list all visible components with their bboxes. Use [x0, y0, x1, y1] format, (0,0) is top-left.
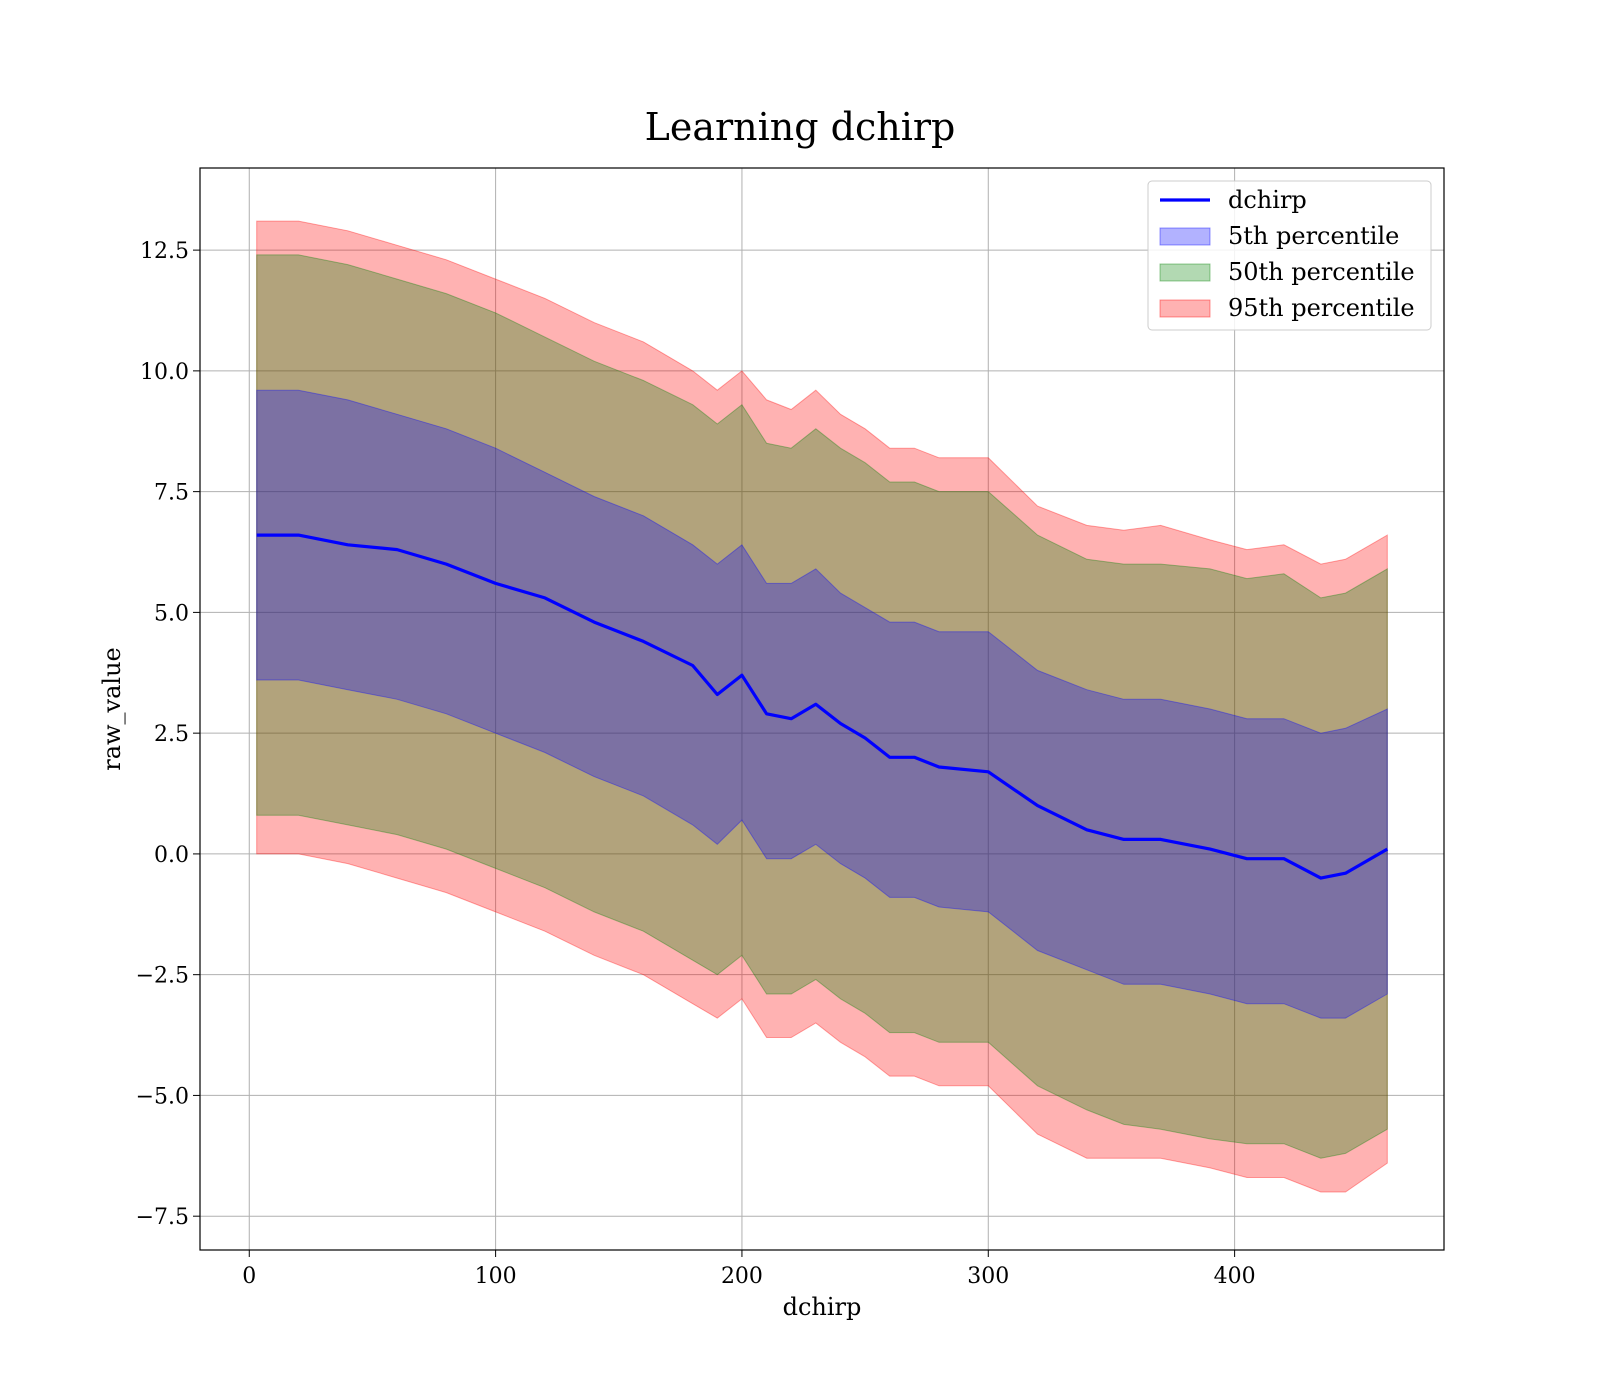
chart-title: Learning dchirp [645, 105, 956, 149]
dchirp-line-layer [256, 533, 1389, 880]
legend-patch-swatch [1159, 263, 1211, 282]
x-tick-label: 100 [475, 1264, 517, 1289]
y-tick-label: 10.0 [140, 360, 189, 385]
legend-label: 50th percentile [1228, 258, 1415, 286]
legend-patch-swatch [1159, 299, 1211, 318]
y-tick-label: 0.0 [154, 843, 189, 868]
legend-label: 5th percentile [1228, 222, 1399, 250]
y-tick-label: −2.5 [136, 964, 189, 989]
band-5th-percentile [256, 389, 1388, 1019]
y-tick-label: 5.0 [154, 601, 189, 626]
band-95th-percentile [256, 220, 1388, 1193]
band-50th-percentile [256, 254, 1388, 1159]
x-tick-label: 400 [1214, 1264, 1256, 1289]
percentile-bands [256, 220, 1388, 1193]
x-tick-label: 200 [721, 1264, 763, 1289]
x-tick-label: 0 [242, 1264, 256, 1289]
legend: dchirp 5th percentile 50th percentile 95th … [1147, 180, 1432, 331]
legend-label: dchirp [1228, 186, 1307, 214]
y-tick-label: 7.5 [154, 481, 189, 506]
x-tick-label: 300 [967, 1264, 1009, 1289]
y-tick-label: −5.0 [136, 1084, 189, 1109]
y-axis-label: raw_value [98, 647, 126, 771]
y-tick-label: −7.5 [136, 1205, 189, 1230]
plot-frame [199, 167, 1445, 1251]
x-axis-label: dchirp [783, 1293, 862, 1321]
legend-box [1147, 180, 1432, 331]
dchirp-line [256, 533, 1389, 880]
axis-ticks: 0 100 200 300 400 −7.5 −5.0 −2.5 0.0 2.5 5.0 7.5 10.… [136, 239, 1256, 1289]
legend-patch-swatch [1159, 227, 1211, 246]
y-tick-label: 12.5 [140, 239, 189, 264]
y-tick-label: 2.5 [154, 722, 189, 747]
legend-label: 95th percentile [1228, 294, 1415, 322]
